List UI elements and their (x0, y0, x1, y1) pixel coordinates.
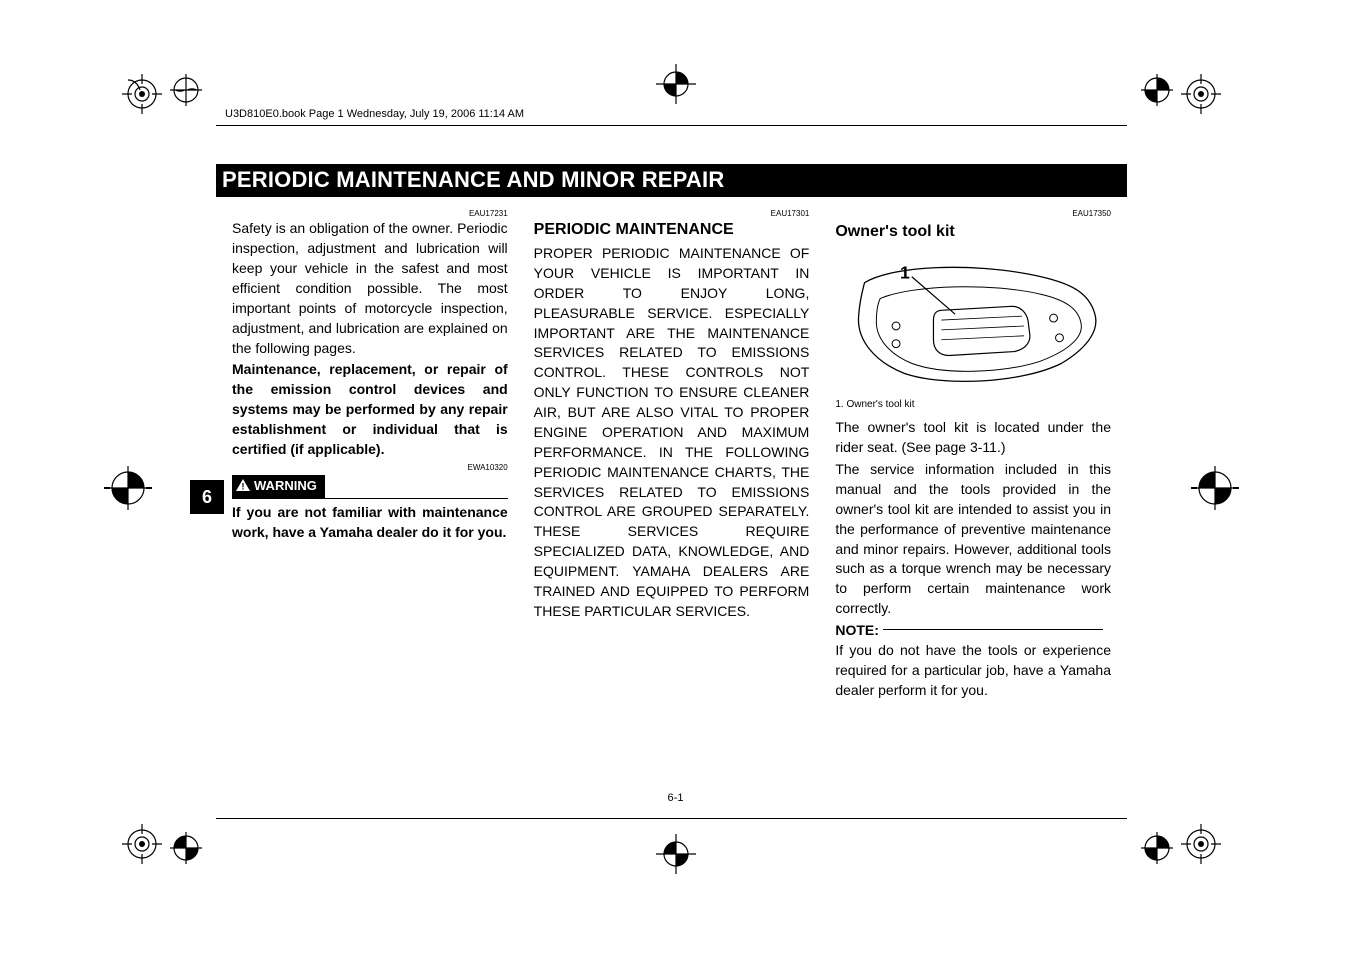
column-3: EAU17350 Owner's tool kit (835, 208, 1111, 794)
column-1: EAU17231 Safety is an obligation of the … (232, 208, 508, 794)
warning-label: ! WARNING (232, 475, 325, 498)
content-area: EAU17231 Safety is an obligation of the … (232, 208, 1111, 794)
svg-text:!: ! (242, 482, 245, 492)
chapter-tab: 6 (190, 480, 224, 514)
note-underline (883, 629, 1103, 630)
registration-target-icon (1139, 72, 1175, 108)
registration-target-icon (168, 830, 204, 866)
warning-triangle-icon: ! (236, 478, 250, 496)
side-guide-icon (1191, 464, 1239, 512)
bottom-rule (216, 818, 1127, 819)
reference-code: EAU17350 (835, 208, 1111, 219)
body-paragraph: Safety is an obligation of the owner. Pe… (232, 219, 508, 358)
reference-code: EAU17231 (232, 208, 508, 219)
body-paragraph: The owner's tool kit is located under th… (835, 418, 1111, 458)
column-2: EAU17301 PERIODIC MAINTENANCE PROPER PER… (534, 208, 810, 794)
figure-caption: 1. Owner's tool kit (835, 398, 1111, 412)
page: U3D810E0.book Page 1 Wednesday, July 19,… (0, 0, 1351, 954)
section-heading: Owner's tool kit (835, 221, 1111, 244)
registration-target-icon (168, 72, 204, 108)
chapter-title: PERIODIC MAINTENANCE AND MINOR REPAIR (216, 164, 1127, 197)
warning-label-text: WARNING (254, 478, 317, 493)
header-slug: U3D810E0.book Page 1 Wednesday, July 19,… (225, 108, 524, 120)
warning-text: If you are not familiar with maintenance… (232, 503, 508, 543)
registration-mark-icon (120, 72, 164, 116)
figure-callout-number: 1 (900, 263, 910, 283)
body-paragraph-bold: Maintenance, replacement, or repair of t… (232, 360, 508, 459)
note-text: If you do not have the tools or experien… (835, 641, 1111, 701)
registration-mark-icon (1179, 822, 1223, 866)
section-heading: PERIODIC MAINTENANCE (534, 219, 810, 242)
body-paragraph: PROPER PERIODIC MAINTENANCE OF YOUR VEHI… (534, 244, 810, 622)
page-number: 6-1 (668, 792, 684, 804)
registration-target-icon (1139, 830, 1175, 866)
body-paragraph: The service information included in this… (835, 460, 1111, 619)
reference-code: EAU17301 (534, 208, 810, 219)
note-label: NOTE: (835, 622, 879, 638)
side-guide-icon (104, 464, 152, 512)
registration-mark-icon (120, 822, 164, 866)
reference-code: EWA10320 (232, 462, 508, 473)
bottom-guide-icon (656, 834, 696, 874)
tool-kit-figure: 1 (835, 254, 1111, 394)
note-heading: NOTE: (835, 621, 1111, 641)
registration-mark-icon (1179, 72, 1223, 116)
top-rule (216, 125, 1127, 126)
top-guide-icon (656, 64, 696, 104)
